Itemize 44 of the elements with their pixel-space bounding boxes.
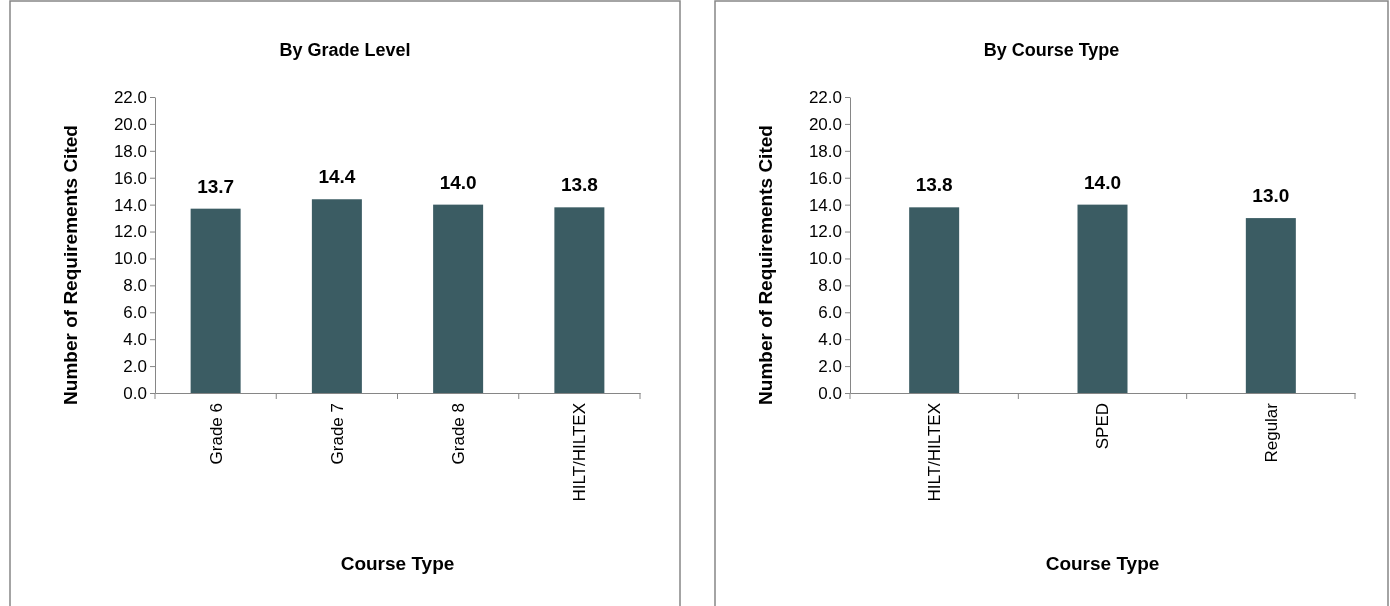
y-axis-title: Number of Requirements Cited — [755, 125, 776, 405]
x-axis-title: Course Type — [1045, 553, 1160, 574]
y-tick-label: 12.0 — [113, 222, 147, 242]
y-tick-label: 10.0 — [113, 249, 147, 269]
data-label: 13.0 — [1252, 185, 1290, 207]
y-tick-label: 16.0 — [808, 168, 842, 188]
y-tick-label: 20.0 — [113, 114, 147, 134]
chart-title: By Course Type — [983, 40, 1120, 60]
y-tick-label: 8.0 — [818, 276, 842, 296]
data-label: 14.4 — [318, 166, 356, 188]
x-tick-label: Regular — [1261, 402, 1281, 463]
x-tick-label: HILT/HILTEX — [925, 403, 945, 502]
x-tick-label: Grade 7 — [327, 403, 347, 465]
y-tick-label: 2.0 — [123, 357, 147, 377]
y-tick-label: 8.0 — [123, 276, 147, 296]
x-tick-label: HILT/HILTEX — [570, 403, 590, 502]
y-tick-label: 22.0 — [113, 87, 147, 107]
data-label: 14.0 — [439, 171, 477, 193]
y-tick-label: 4.0 — [818, 330, 842, 350]
data-label: 13.7 — [197, 175, 235, 197]
y-tick-label: 4.0 — [123, 330, 147, 350]
y-tick-label: 0.0 — [818, 383, 842, 403]
y-tick-label: 14.0 — [808, 195, 842, 215]
y-tick-label: 18.0 — [113, 141, 147, 161]
y-tick-label: 2.0 — [818, 357, 842, 377]
data-label: 13.8 — [560, 174, 598, 196]
y-tick-label: 6.0 — [123, 303, 147, 323]
y-tick-label: 20.0 — [808, 114, 842, 134]
y-tick-label: 10.0 — [808, 249, 842, 269]
x-tick-label: Grade 8 — [449, 403, 469, 465]
y-tick-label: 18.0 — [808, 141, 842, 161]
y-tick-label: 14.0 — [113, 195, 147, 215]
y-tick-label: 12.0 — [808, 222, 842, 242]
y-axis-title: Number of Requirements Cited — [60, 125, 81, 405]
data-label: 13.8 — [915, 174, 953, 196]
x-tick-label: SPED — [1093, 403, 1113, 450]
x-tick-label: Grade 6 — [206, 403, 226, 465]
y-tick-label: 16.0 — [113, 168, 147, 188]
y-tick-label: 6.0 — [818, 303, 842, 323]
data-label: 14.0 — [1084, 171, 1121, 193]
y-tick-label: 22.0 — [808, 87, 842, 107]
y-tick-label: 0.0 — [123, 383, 147, 403]
x-axis-title: Course Type — [340, 553, 455, 574]
chart-title: By Grade Level — [279, 40, 411, 60]
